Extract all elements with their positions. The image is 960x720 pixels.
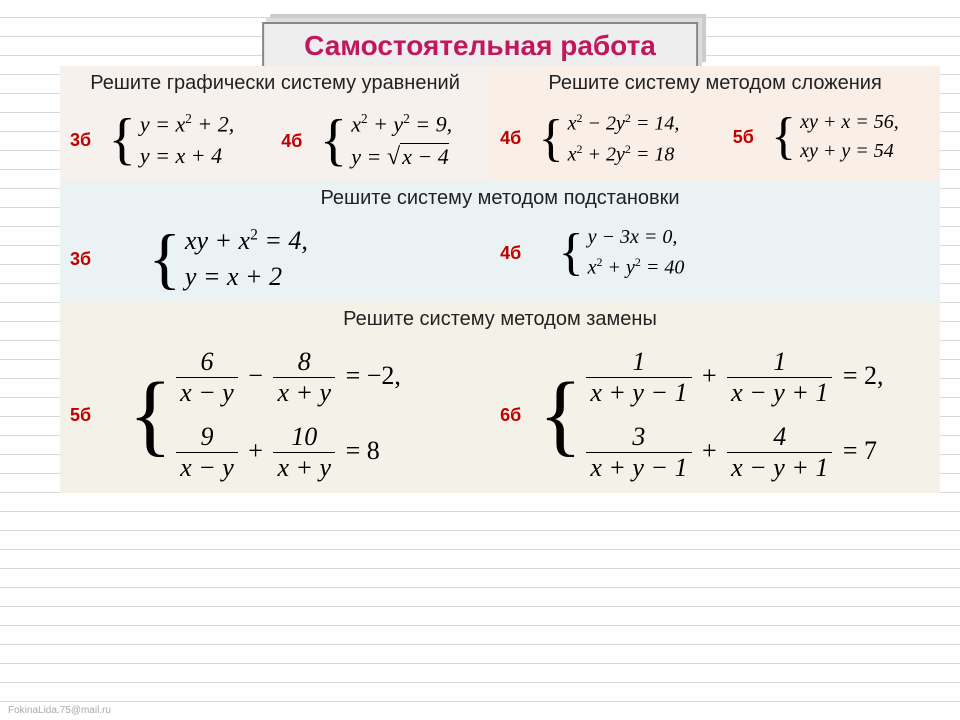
equation-line: y = √x − 4	[351, 143, 452, 171]
equation-line: y = x + 4	[140, 143, 234, 169]
task-replacement-1: 5б { 6x − y − 8x + y = −2, 9x − y + 10x …	[60, 341, 490, 493]
points-label: 5б	[733, 127, 767, 148]
points-label: 4б	[281, 131, 315, 152]
task-substitution-1: 3б { xy + x2 = 4, y = x + 2	[60, 220, 490, 302]
task-replacement-2: 6б { 1x + y − 1 + 1x − y + 1 = 2, 3x + y…	[490, 341, 940, 493]
points-label: 6б	[500, 405, 534, 426]
equation-line: y = x + 2	[185, 262, 308, 292]
equation-line: y = x2 + 2,	[140, 111, 234, 137]
points-label: 5б	[70, 405, 104, 426]
header-graphical: Решите графически систему уравнений	[60, 66, 490, 105]
points-label: 4б	[500, 243, 534, 264]
equation-line: xy + y = 54	[800, 140, 899, 163]
task-substitution-2: 4б { y − 3x = 0, x2 + y2 = 40	[490, 220, 940, 302]
footer-text: FokinaLida.75@mail.ru	[8, 705, 111, 716]
equation-line: x2 + 2y2 = 18	[568, 142, 680, 167]
equation-line: x2 + y2 = 9,	[351, 111, 452, 137]
equation-line: x2 − 2y2 = 14,	[568, 111, 680, 136]
task-addition-1: 4б { x2 − 2y2 = 14, x2 + 2y2 = 18	[490, 105, 723, 181]
header-replacement: Решите систему методом замены	[60, 302, 940, 341]
task-graphical-2: 4б { x2 + y2 = 9, y = √x − 4	[271, 105, 490, 181]
equation-line: 9x − y + 10x + y = 8	[176, 422, 405, 483]
header-substitution: Решите систему методом подстановки	[60, 181, 940, 220]
equation-line: xy + x = 56,	[800, 111, 899, 134]
page-title: Самостоятельная работа	[304, 30, 656, 62]
points-label: 3б	[70, 249, 104, 270]
task-graphical-1: 3б { y = x2 + 2, y = x + 4	[60, 105, 271, 181]
equation-line: y − 3x = 0,	[588, 226, 685, 249]
task-addition-2: 5б { xy + x = 56, xy + y = 54	[723, 105, 940, 181]
points-label: 3б	[70, 130, 104, 151]
title-banner: Самостоятельная работа	[262, 22, 698, 70]
equation-line: 1x + y − 1 + 1x − y + 1 = 2,	[586, 347, 887, 408]
equation-line: 3x + y − 1 + 4x − y + 1 = 7	[586, 422, 887, 483]
equation-line: xy + x2 = 4,	[185, 226, 308, 256]
equation-line: x2 + y2 = 40	[588, 255, 685, 280]
points-label: 4б	[500, 128, 534, 149]
equation-line: 6x − y − 8x + y = −2,	[176, 347, 405, 408]
header-addition: Решите систему методом сложения	[490, 66, 940, 105]
worksheet-table: Решите графически систему уравнений Реши…	[60, 66, 940, 493]
